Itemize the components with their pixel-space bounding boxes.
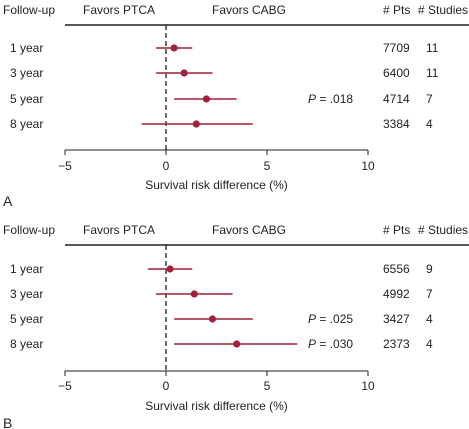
p-value-number: = .030 [316, 337, 353, 351]
pts-value: 4714 [383, 92, 410, 106]
point-estimate [180, 69, 188, 77]
row-label: 1 year [10, 262, 43, 276]
pts-value: 6400 [383, 66, 410, 80]
studies-value: 4 [426, 117, 433, 131]
p-value: P = .030 [308, 337, 353, 351]
point-estimate [170, 44, 178, 52]
header-favors-ptca: Favors PTCA [83, 223, 155, 237]
x-tick-label: 10 [361, 159, 375, 173]
studies-value: 4 [426, 337, 433, 351]
forest-plot-panel-b: Follow-up Favors PTCA Favors CABG # Pts # St… [3, 223, 469, 429]
panel-label: B [3, 415, 12, 429]
x-tick-label: 5 [264, 159, 271, 173]
p-value: P = .025 [308, 312, 353, 326]
point-estimate [202, 95, 210, 103]
forest-plot-panel-a: Follow-up Favors PTCA Favors CABG # Pts # St… [3, 3, 469, 209]
pts-value: 4992 [383, 287, 410, 301]
pts-value: 3384 [383, 117, 410, 131]
studies-value: 4 [426, 312, 433, 326]
header-favors-cabg: Favors CABG [212, 223, 286, 237]
row-label: 8 year [10, 337, 43, 351]
panel-label: A [3, 193, 13, 209]
studies-value: 11 [426, 41, 439, 55]
point-estimate [166, 265, 174, 273]
pts-value: 6556 [383, 262, 410, 276]
header-studies: # Studies [418, 3, 468, 17]
header-studies: # Studies [418, 223, 468, 237]
x-tick-label: 10 [361, 379, 375, 393]
p-value: P = .018 [308, 92, 353, 106]
point-estimate [190, 290, 198, 298]
point-estimate [233, 340, 241, 348]
row-label: 8 year [10, 117, 43, 131]
x-tick-label: −5 [58, 159, 72, 173]
pts-value: 3427 [383, 312, 410, 326]
p-value-number: = .025 [316, 312, 353, 326]
studies-value: 7 [426, 287, 433, 301]
row-label: 1 year [10, 41, 43, 55]
header-followup: Follow-up [3, 223, 55, 237]
header-favors-cabg: Favors CABG [212, 3, 286, 17]
header-pts: # Pts [383, 3, 410, 17]
header-followup: Follow-up [3, 3, 55, 17]
x-tick-label: 0 [163, 379, 170, 393]
p-value-symbol: P [308, 337, 316, 351]
studies-value: 9 [426, 262, 433, 276]
row-label: 3 year [10, 66, 43, 80]
x-tick-label: −5 [58, 379, 72, 393]
p-value-symbol: P [308, 312, 316, 326]
p-value-symbol: P [308, 92, 316, 106]
point-estimate [192, 120, 200, 128]
x-tick-label: 5 [264, 379, 271, 393]
pts-value: 7709 [383, 41, 410, 55]
studies-value: 7 [426, 92, 433, 106]
pts-value: 2373 [383, 337, 410, 351]
x-axis-label: Survival risk difference (%) [145, 399, 288, 413]
x-tick-label: 0 [163, 159, 170, 173]
header-pts: # Pts [383, 223, 410, 237]
header-favors-ptca: Favors PTCA [83, 3, 155, 17]
row-label: 5 year [10, 312, 43, 326]
x-axis-label: Survival risk difference (%) [145, 178, 288, 192]
point-estimate [208, 315, 217, 323]
row-label: 3 year [10, 287, 43, 301]
studies-value: 11 [426, 66, 439, 80]
row-label: 5 year [10, 92, 43, 106]
p-value-number: = .018 [316, 92, 353, 106]
